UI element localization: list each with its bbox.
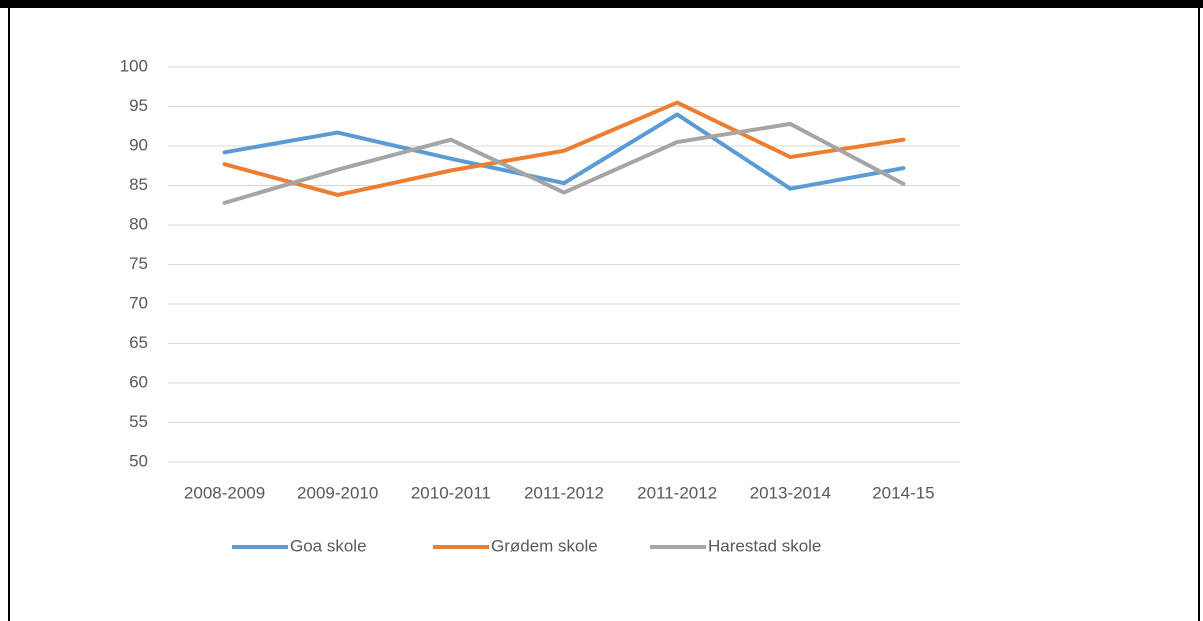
frame-top: [0, 0, 1203, 8]
x-tick-label: 2009-2010: [297, 483, 378, 502]
legend-label: Goa skole: [290, 536, 367, 555]
legend-label: Harestad skole: [708, 536, 821, 555]
x-tick-label: 2010-2011: [411, 483, 491, 502]
y-tick-label: 100: [120, 56, 148, 75]
x-tick-label: 2008-2009: [184, 483, 265, 502]
y-tick-label: 80: [129, 214, 148, 233]
y-tick-label: 55: [129, 412, 148, 431]
series-line: [222, 100, 906, 197]
y-tick-label: 95: [129, 96, 148, 115]
y-tick-label: 50: [129, 451, 148, 470]
x-tick-label: 2011-2012: [524, 483, 604, 502]
x-tick-label: 2014-15: [872, 483, 934, 502]
series-line: [222, 112, 906, 191]
legend-label: Grødem skole: [491, 536, 598, 555]
y-tick-label: 60: [129, 372, 148, 391]
x-tick-label: 2011-2012: [637, 483, 717, 502]
y-tick-label: 65: [129, 333, 148, 352]
y-tick-label: 85: [129, 175, 148, 194]
series-line: [222, 121, 906, 205]
x-tick-label: 2013-2014: [750, 483, 831, 502]
y-tick-label: 75: [129, 254, 148, 273]
y-tick-label: 70: [129, 293, 148, 312]
y-tick-label: 90: [129, 135, 148, 154]
